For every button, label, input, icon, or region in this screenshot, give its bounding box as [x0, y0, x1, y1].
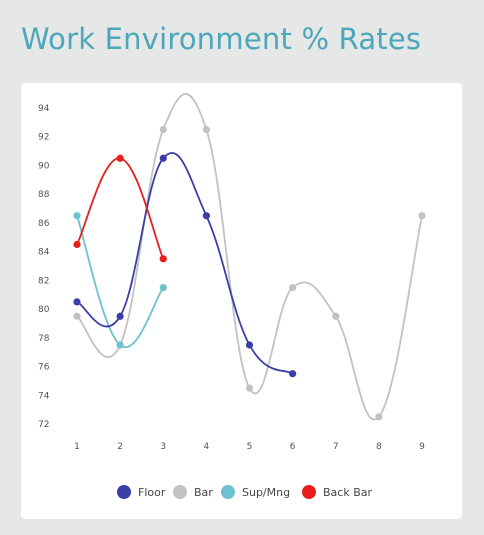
y-tick-label: 72	[38, 420, 49, 430]
data-point-bar[interactable]	[418, 212, 426, 220]
data-point-floor[interactable]	[159, 154, 167, 162]
legend-swatch	[117, 485, 131, 499]
series-line-bar	[76, 93, 423, 421]
y-tick-label: 82	[38, 276, 49, 286]
legend-item-back-bar[interactable]: Back Bar	[302, 485, 372, 499]
data-point-bar[interactable]	[332, 312, 340, 320]
legend-label: Floor	[138, 486, 166, 499]
data-point-bar[interactable]	[202, 125, 210, 134]
data-point-floor[interactable]	[245, 341, 254, 349]
legend-swatch	[173, 485, 187, 499]
series-line-floor	[76, 152, 294, 375]
data-point-back-bar[interactable]	[116, 154, 124, 162]
x-tick-label: 7	[333, 442, 339, 452]
legend-label: Bar	[194, 486, 213, 499]
data-point-sup-mng[interactable]	[116, 341, 124, 349]
data-point-bar[interactable]	[245, 384, 254, 392]
data-point-floor[interactable]	[116, 312, 124, 320]
data-point-back-bar[interactable]	[159, 255, 167, 263]
y-tick-label: 76	[38, 363, 50, 373]
data-point-sup-mng[interactable]	[159, 283, 167, 292]
y-tick-label: 78	[38, 334, 50, 344]
data-point-bar[interactable]	[289, 283, 297, 292]
x-tick-label: 8	[376, 442, 382, 452]
x-tick-label: 6	[290, 442, 296, 452]
page-title: Work Environment % Rates	[21, 22, 422, 56]
x-tick-label: 9	[419, 442, 425, 452]
x-tick-label: 5	[247, 442, 253, 452]
data-point-sup-mng[interactable]	[73, 212, 81, 220]
series-lines	[76, 93, 423, 421]
series-points	[73, 125, 426, 421]
x-axis-tick-labels: 1 2 3 4 5 6 7 8 9	[74, 442, 425, 452]
y-tick-label: 80	[38, 305, 50, 315]
y-tick-label: 92	[38, 133, 49, 143]
chart-legend[interactable]: Floor Bar Sup/Mng Back Bar	[117, 485, 372, 499]
x-tick-label: 2	[117, 442, 123, 452]
series-line-back-bar	[76, 157, 165, 260]
legend-label: Sup/Mng	[242, 486, 290, 499]
legend-item-bar[interactable]: Bar	[173, 485, 213, 499]
x-tick-label: 4	[204, 442, 210, 452]
legend-label: Back Bar	[323, 486, 372, 499]
legend-swatch	[302, 485, 316, 499]
legend-item-floor[interactable]: Floor	[117, 485, 166, 499]
data-point-floor[interactable]	[289, 370, 297, 378]
data-point-back-bar[interactable]	[73, 240, 81, 249]
data-point-floor[interactable]	[202, 212, 210, 220]
legend-swatch	[221, 485, 235, 499]
data-point-bar[interactable]	[159, 125, 167, 134]
series-line-sup-mng	[76, 215, 164, 349]
legend-item-sup-mng[interactable]: Sup/Mng	[221, 485, 290, 499]
x-tick-label: 3	[160, 442, 166, 452]
y-tick-label: 74	[38, 391, 50, 401]
y-tick-label: 94	[38, 104, 50, 114]
y-tick-label: 86	[38, 219, 50, 229]
data-point-floor[interactable]	[73, 298, 81, 306]
data-point-bar[interactable]	[73, 312, 81, 320]
y-tick-label: 90	[38, 161, 50, 171]
data-point-bar[interactable]	[375, 413, 383, 421]
y-tick-label: 84	[38, 248, 50, 258]
x-tick-label: 1	[74, 442, 80, 452]
y-tick-label: 88	[38, 190, 50, 200]
y-axis-tick-labels: 72 74 76 78 80 82 84 86 88 90 92 94	[38, 104, 50, 430]
